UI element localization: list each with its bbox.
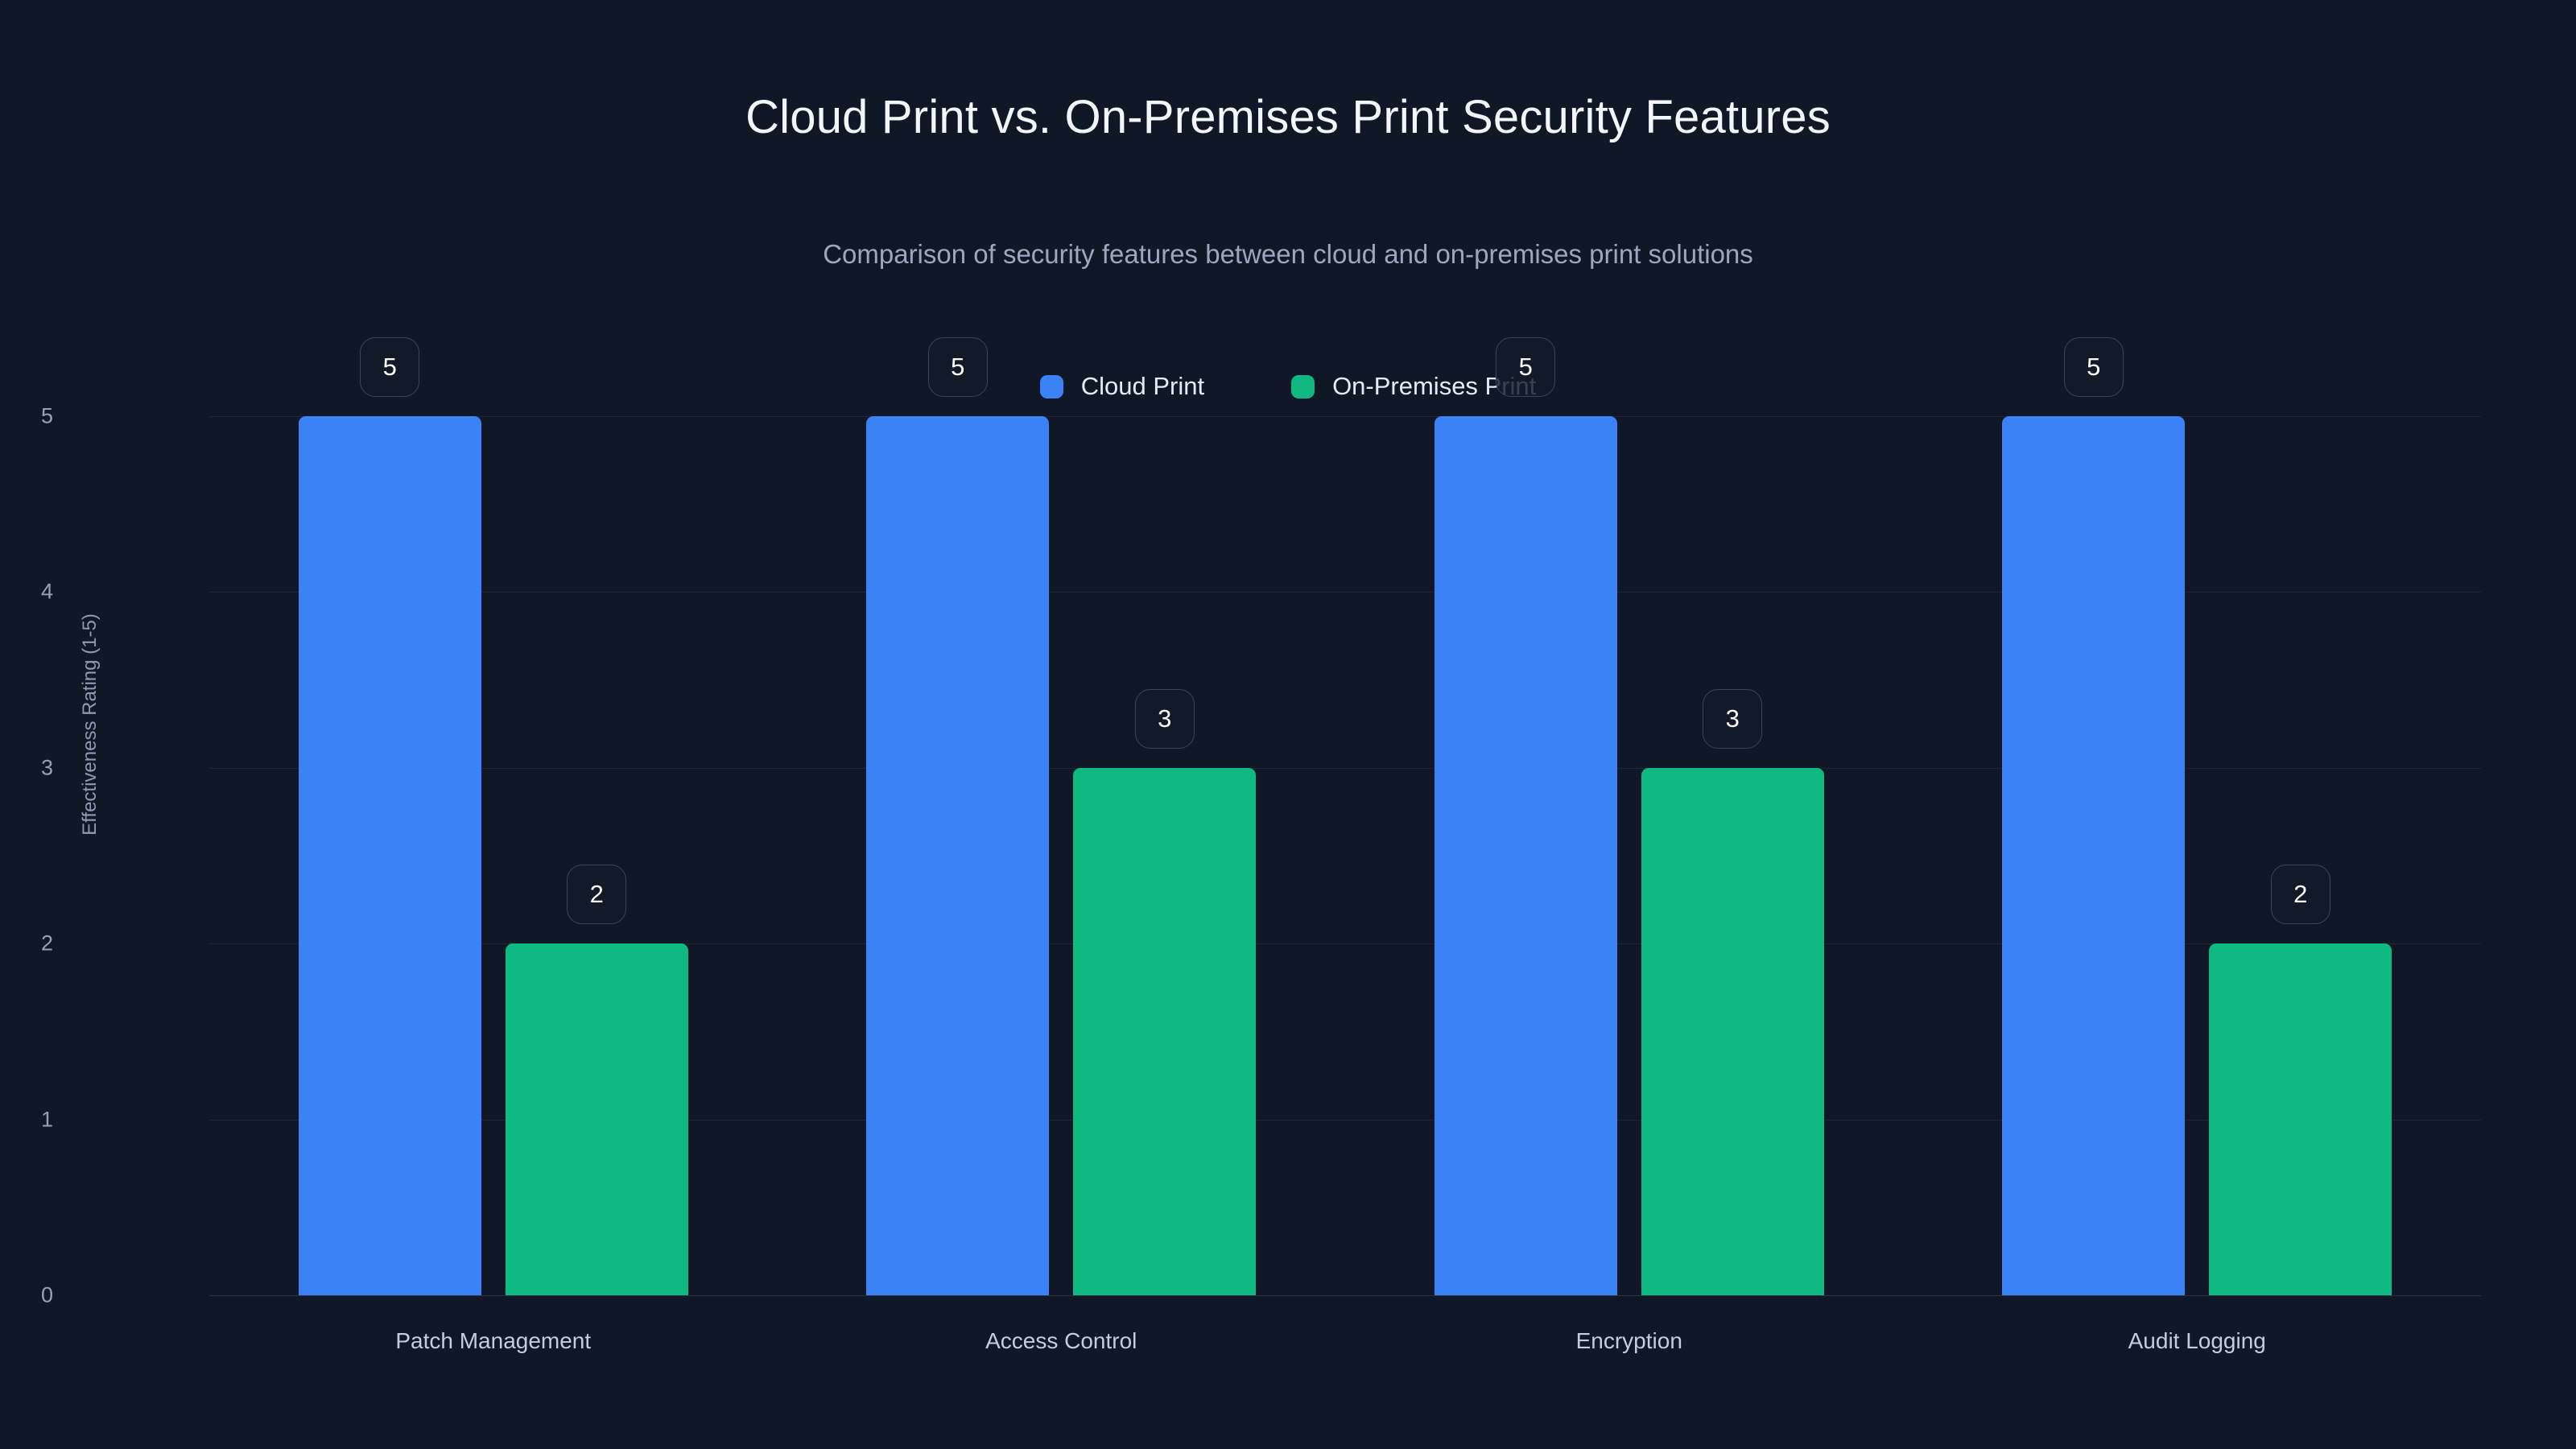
y-axis-title: Effectiveness Rating (1-5) [79,613,101,836]
gridline [209,1119,2481,1121]
bar-on-premises-print[interactable] [1073,767,1257,1295]
data-label-badge: 3 [1703,688,1763,749]
bar-on-premises-print[interactable] [2209,943,2392,1295]
gridline [209,1295,2481,1296]
bar-cloud-print[interactable] [1434,416,1617,1295]
data-label-badge: 2 [567,865,627,925]
data-label-badge: 5 [2063,337,2124,397]
legend-label-cloud-print: Cloud Print [1080,372,1205,400]
data-label-badge: 2 [2270,865,2330,925]
bar-on-premises-print[interactable] [1641,767,1824,1295]
data-label-badge: 5 [1496,337,1556,397]
x-axis-category-label: Audit Logging [2128,1328,2266,1353]
x-axis-category-label: Patch Management [395,1328,592,1353]
bar-cloud-print[interactable] [2002,416,2186,1295]
bar-cloud-print[interactable] [866,416,1050,1295]
data-label-badge: 5 [360,337,420,397]
y-axis-tick-label: 0 [40,1282,53,1307]
y-axis-tick-label: 2 [40,931,53,956]
data-label-badge: 5 [927,337,988,397]
legend-item-cloud-print[interactable]: Cloud Print [1039,372,1205,401]
gridline [209,943,2481,945]
y-axis-tick-label: 5 [40,403,53,428]
x-axis-category-label: Access Control [985,1328,1137,1353]
x-axis-category-label: Encryption [1575,1328,1682,1353]
legend-swatch-on-premises-print-icon [1291,374,1315,398]
legend-swatch-cloud-print-icon [1039,374,1063,398]
y-axis-tick-label: 1 [40,1107,53,1132]
plot-area [209,416,2481,1296]
data-label-badge: 3 [1134,688,1195,749]
chart-title: Cloud Print vs. On-Premises Print Securi… [745,91,1831,143]
y-axis-tick-label: 3 [40,755,53,780]
gridline [209,416,2481,417]
y-axis-tick-label: 4 [40,579,53,604]
bar-cloud-print[interactable] [298,416,481,1295]
chart-subtitle: Comparison of security features between … [823,239,1753,269]
gridline [209,767,2481,769]
bar-on-premises-print[interactable] [505,943,688,1295]
